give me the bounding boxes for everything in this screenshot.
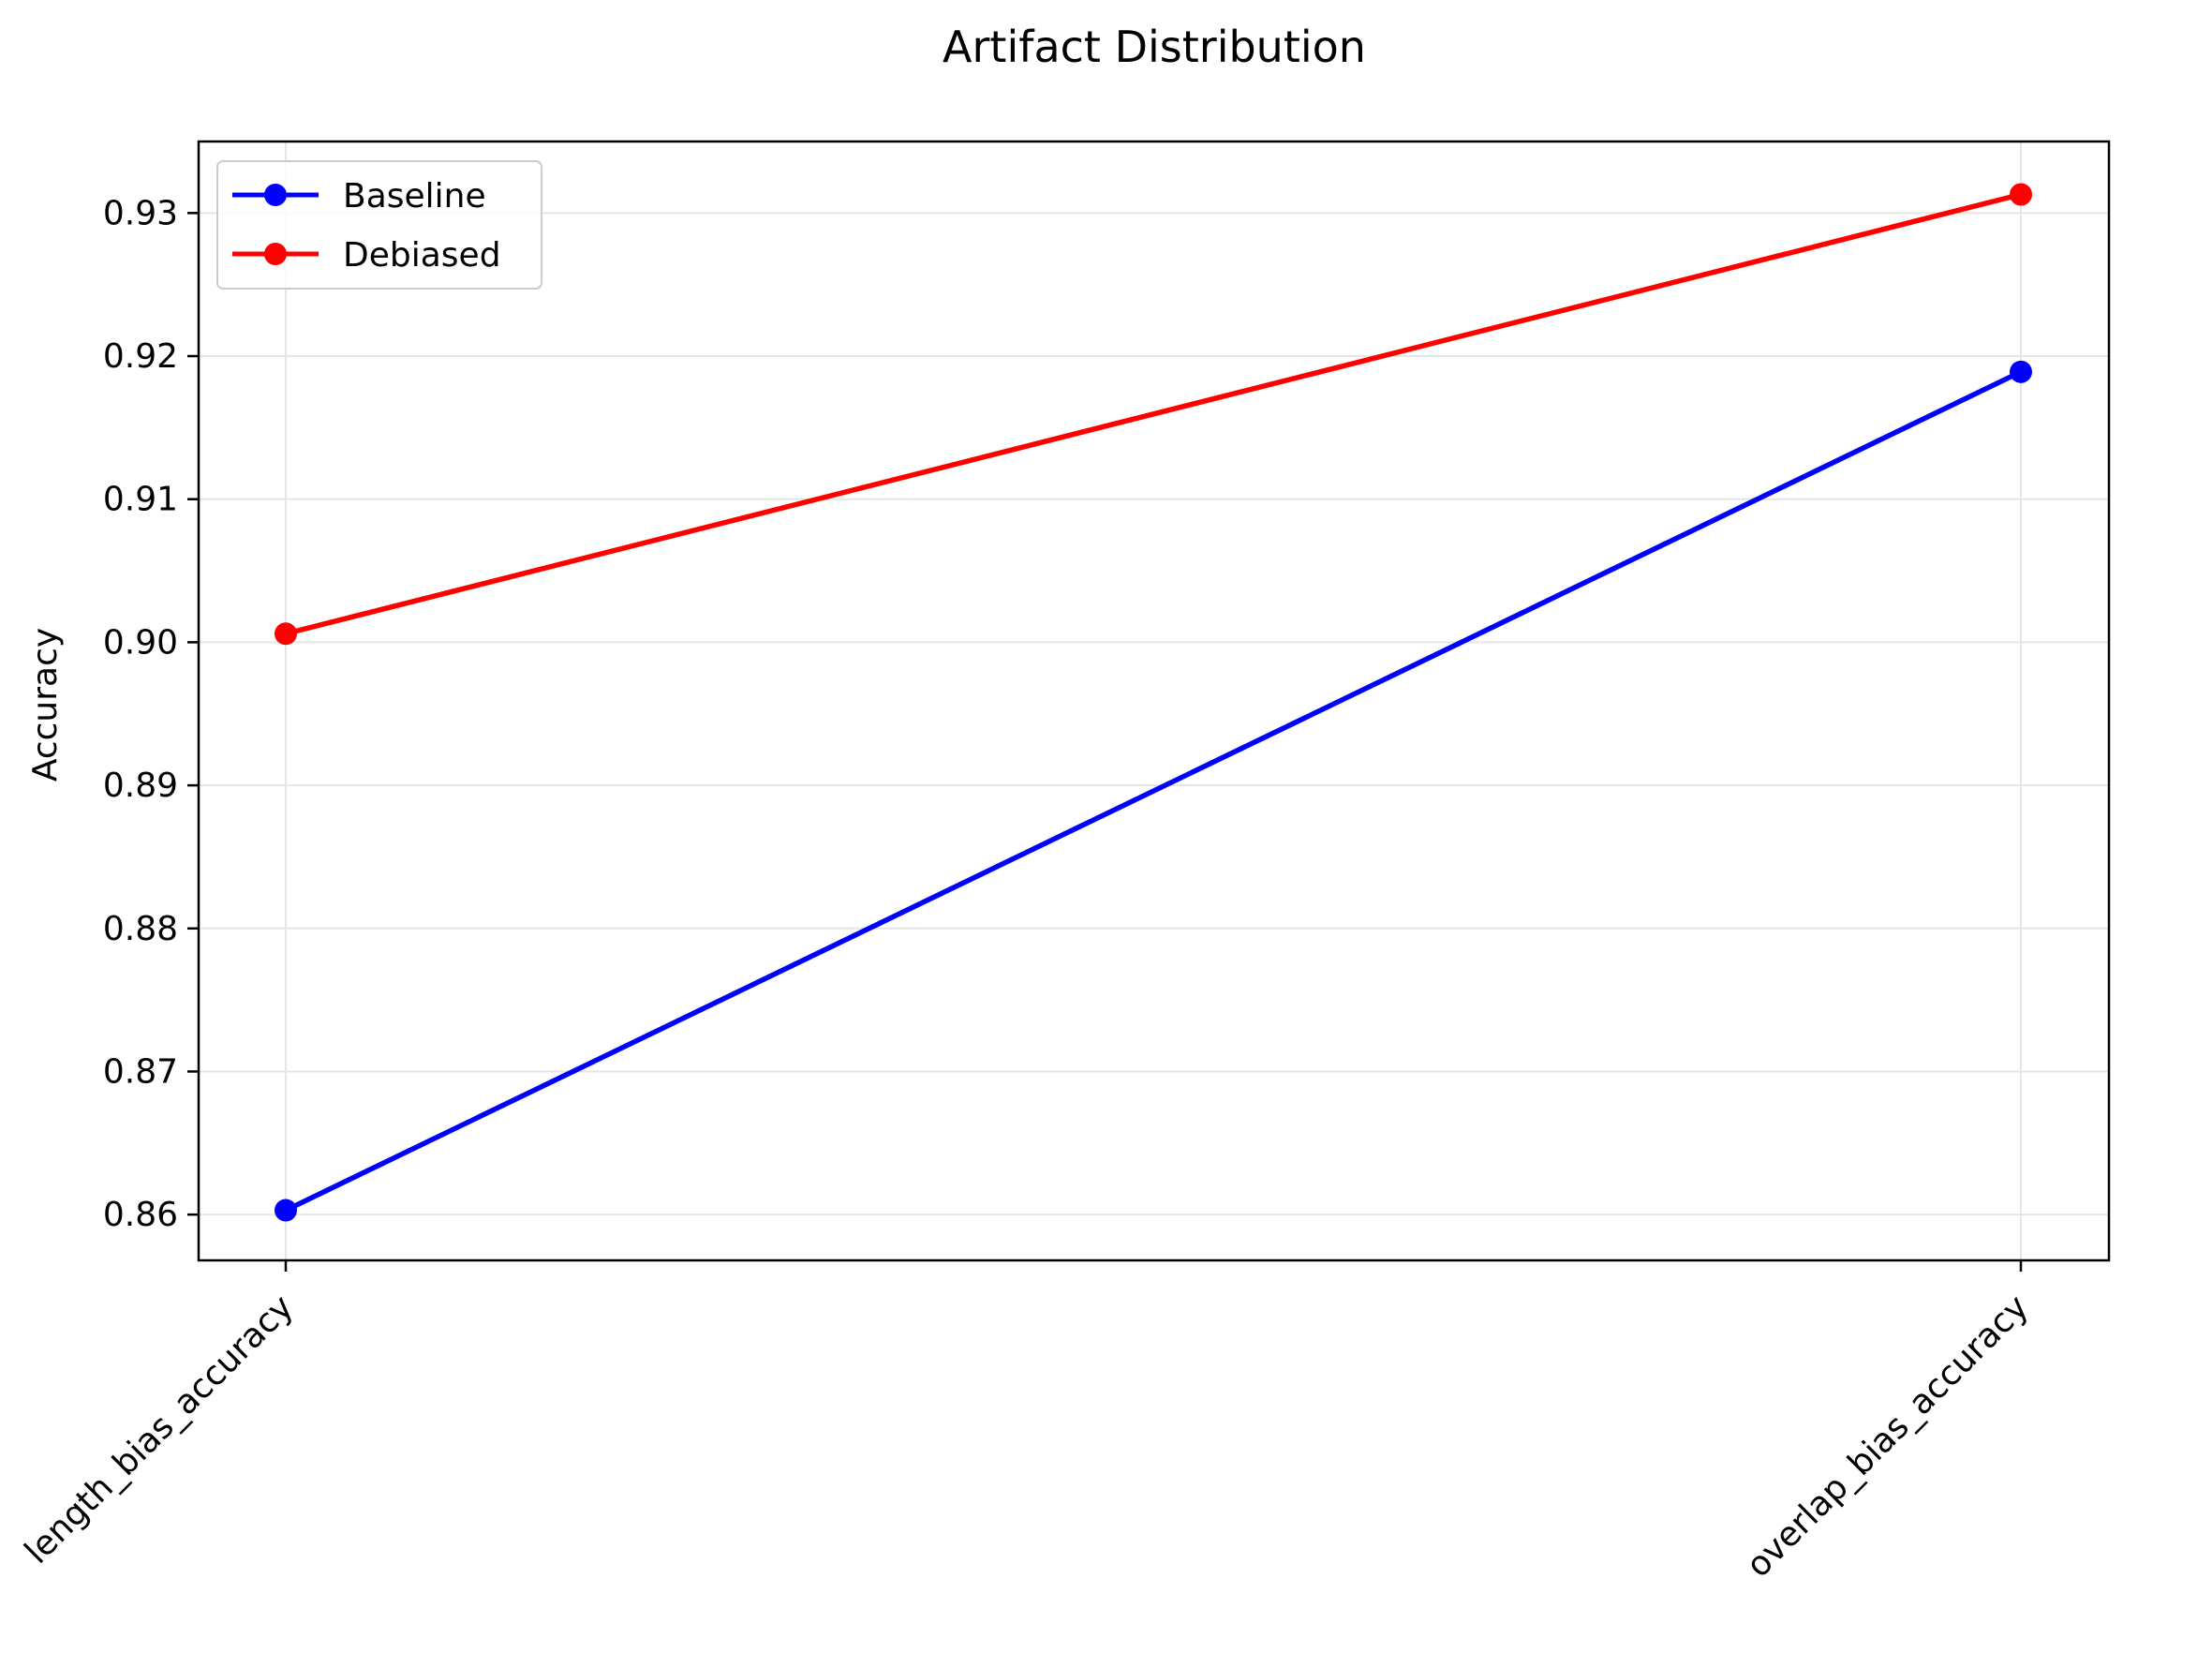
y-tick-label: 0.88 [103,910,178,948]
y-tick-label: 0.93 [103,194,178,232]
y-tick-label: 0.92 [103,337,178,376]
y-tick-label: 0.86 [103,1196,178,1234]
y-tick-label: 0.87 [103,1052,178,1091]
series-line-debiased [283,191,2024,636]
series-line-baseline [283,369,2024,1214]
chart-title: Artifact Distribution [943,22,1366,72]
x-tick-label: overlap_bias_accuracy [1739,1288,2036,1585]
data-point-debiased [275,622,297,646]
x-tick-label: length_bias_accuracy [18,1288,302,1571]
legend: Baseline Debiased [216,160,542,290]
y-tick-label: 0.90 [103,623,178,662]
data-point-debiased [2010,183,2032,206]
y-axis: 0.86 0.87 0.88 0.89 0.90 0.91 0.92 0.93 [103,194,199,1234]
series-layer [275,183,2032,1222]
data-point-baseline [275,1199,297,1222]
y-tick-label: 0.89 [103,767,178,805]
y-axis-label: Accuracy [26,628,65,782]
data-point-baseline [2010,360,2032,383]
legend-label-baseline: Baseline [343,177,486,216]
plot-frame [197,140,2111,1262]
y-tick-label: 0.91 [103,481,178,519]
grid-layer [199,141,2109,1260]
legend-label-debiased: Debiased [343,236,501,275]
legend-marker-debiased [264,243,287,265]
x-axis: length_bias_accuracy overlap_bias_accurac… [18,1260,2036,1585]
legend-marker-baseline [264,184,287,206]
